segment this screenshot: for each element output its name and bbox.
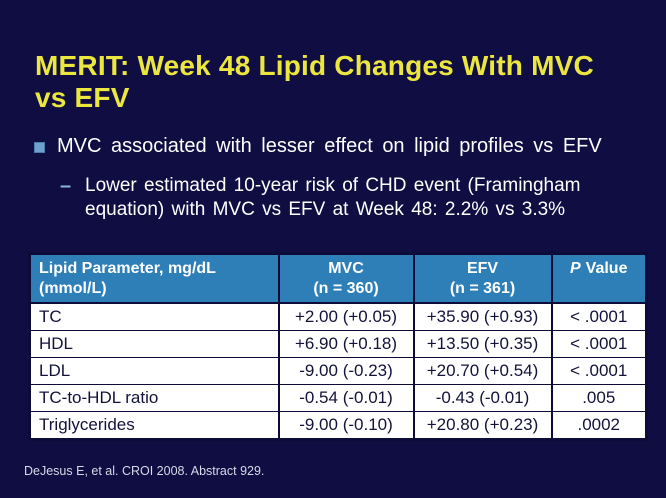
- cell-param: TC: [28, 302, 280, 331]
- cell-p: .0002: [550, 411, 648, 440]
- cell-p: < .0001: [550, 357, 648, 385]
- header-lipid-parameter-line1: Lipid Parameter, mg/dL: [39, 260, 216, 277]
- header-efv-line2: (n = 361): [449, 280, 516, 297]
- cell-p: .005: [550, 384, 648, 412]
- cell-efv: +35.90 (+0.93): [412, 302, 553, 331]
- header-p-rest: Value: [585, 260, 628, 277]
- cell-param: LDL: [28, 357, 280, 385]
- header-lipid-parameter: Lipid Parameter, mg/dL (mmol/L): [28, 252, 280, 304]
- cell-mvc: +6.90 (+0.18): [277, 330, 415, 358]
- cell-mvc: +2.00 (+0.05): [277, 302, 415, 331]
- header-p-italic: P: [570, 260, 581, 277]
- header-mvc-line2: (n = 360): [313, 280, 379, 297]
- header-mvc: MVC (n = 360): [277, 252, 415, 304]
- cell-mvc: -9.00 (-0.23): [277, 357, 415, 385]
- header-lipid-parameter-line2: (mmol/L): [39, 280, 107, 297]
- cell-mvc: -9.00 (-0.10): [277, 411, 415, 440]
- dash-bullet-icon: –: [60, 175, 72, 197]
- slide-title: MERIT: Week 48 Lipid Changes With MVC vs…: [35, 50, 650, 114]
- cell-p: < .0001: [550, 330, 648, 358]
- header-p-value: P Value: [550, 252, 648, 304]
- table-row: TC-to-HDL ratio -0.54 (-0.01) -0.43 (-0.…: [28, 384, 648, 412]
- table-row: Triglycerides -9.00 (-0.10) +20.80 (+0.2…: [28, 411, 648, 440]
- cell-param: HDL: [28, 330, 280, 358]
- header-efv: EFV (n = 361): [412, 252, 553, 304]
- cell-efv: +20.80 (+0.23): [412, 411, 553, 440]
- table-row: LDL -9.00 (-0.23) +20.70 (+0.54) < .0001: [28, 357, 648, 385]
- square-bullet-icon: [34, 142, 45, 153]
- table-header-row: Lipid Parameter, mg/dL (mmol/L) MVC (n =…: [28, 252, 648, 304]
- cell-p: < .0001: [550, 302, 648, 331]
- bullet-main-text: MVC associated with lesser effect on lip…: [57, 135, 602, 157]
- header-efv-line1: EFV: [466, 260, 499, 277]
- table-row: TC +2.00 (+0.05) +35.90 (+0.93) < .0001: [28, 302, 648, 331]
- citation-footer: DeJesus E, et al. CROI 2008. Abstract 92…: [24, 464, 265, 478]
- bullet-sub-text: Lower estimated 10-year risk of CHD even…: [85, 175, 581, 220]
- cell-efv: +20.70 (+0.54): [412, 357, 553, 385]
- cell-efv: +13.50 (+0.35): [412, 330, 553, 358]
- slide-title-line1: MERIT: Week 48 Lipid Changes With MVC: [35, 50, 594, 81]
- table-row: HDL +6.90 (+0.18) +13.50 (+0.35) < .0001: [28, 330, 648, 358]
- lipid-results-table: Lipid Parameter, mg/dL (mmol/L) MVC (n =…: [28, 252, 648, 441]
- cell-mvc: -0.54 (-0.01): [277, 384, 415, 412]
- cell-param: Triglycerides: [28, 411, 280, 440]
- slide-title-line2: vs EFV: [35, 82, 130, 113]
- cell-efv: -0.43 (-0.01): [412, 384, 553, 412]
- cell-param: TC-to-HDL ratio: [28, 384, 280, 412]
- header-mvc-line1: MVC: [328, 260, 364, 277]
